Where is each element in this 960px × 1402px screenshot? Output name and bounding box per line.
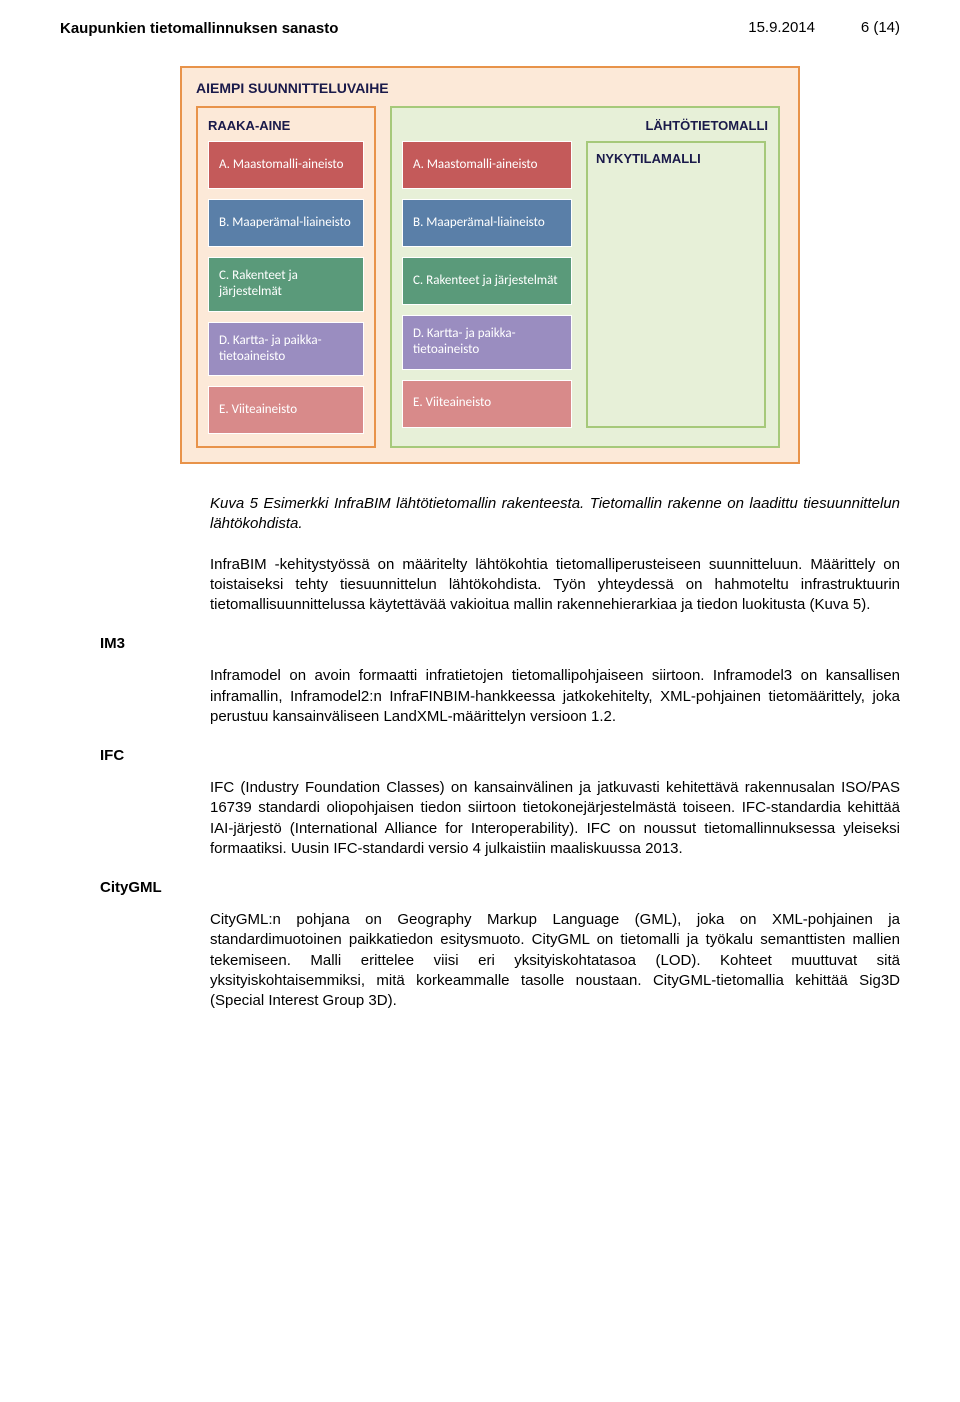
page-number: 6 (14): [861, 19, 900, 36]
col-raaka-aine: RAAKA-AINE A. Maastomalli-aineisto B. Ma…: [196, 106, 376, 448]
para-im3: Inframodel on avoin formaatti infratieto…: [210, 666, 900, 727]
item-d: D. Kartta- ja paikka-tietoaineisto: [208, 322, 364, 377]
para-ifc: IFC (Industry Foundation Classes) on kan…: [210, 778, 900, 859]
figure-caption: Kuva 5 Esimerkki InfraBIM lähtötietomall…: [210, 494, 900, 535]
item-b: B. Maaperämal-liaineisto: [208, 199, 364, 247]
item-c: C. Rakenteet ja järjestelmät: [208, 257, 364, 312]
col-mid: A. Maastomalli-aineisto B. Maaperämal-li…: [402, 141, 572, 428]
heading-citygml: CityGML: [100, 879, 900, 896]
page-header: Kaupunkien tietomallinnuksen sanasto 15.…: [60, 20, 900, 36]
col-right-label: LÄHTÖTIETOMALLI: [645, 118, 768, 133]
col-nykytilamalli: NYKYTILAMALLI: [586, 141, 766, 428]
doc-date: 15.9.2014: [748, 19, 815, 36]
item-a: A. Maastomalli-aineisto: [208, 141, 364, 189]
item-c-mid: C. Rakenteet ja järjestelmät: [402, 257, 572, 305]
item-e: E. Viiteaineisto: [208, 386, 364, 434]
outer-box: AIEMPI SUUNNITTELUVAIHE RAAKA-AINE A. Ma…: [180, 66, 800, 464]
para-citygml: CityGML:n pohjana on Geography Markup La…: [210, 910, 900, 1011]
col-lahtotietomalli: . LÄHTÖTIETOMALLI A. Maastomalli-aineist…: [390, 106, 780, 448]
para-intro: InfraBIM -kehitystyössä on määritelty lä…: [210, 555, 900, 616]
col-left-label: RAAKA-AINE: [208, 118, 364, 133]
outer-label: AIEMPI SUUNNITTELUVAIHE: [196, 80, 784, 96]
item-e-mid: E. Viiteaineisto: [402, 380, 572, 428]
nyky-label: NYKYTILAMALLI: [596, 151, 756, 166]
content: Kuva 5 Esimerkki InfraBIM lähtötietomall…: [60, 494, 900, 1011]
heading-ifc: IFC: [100, 747, 900, 764]
item-d-mid: D. Kartta- ja paikka-tietoaineisto: [402, 315, 572, 370]
col-right-inner: A. Maastomalli-aineisto B. Maaperämal-li…: [402, 141, 768, 428]
diagram-columns: RAAKA-AINE A. Maastomalli-aineisto B. Ma…: [196, 106, 784, 448]
heading-im3: IM3: [100, 635, 900, 652]
item-a-mid: A. Maastomalli-aineisto: [402, 141, 572, 189]
diagram: AIEMPI SUUNNITTELUVAIHE RAAKA-AINE A. Ma…: [180, 66, 900, 464]
item-b-mid: B. Maaperämal-liaineisto: [402, 199, 572, 247]
